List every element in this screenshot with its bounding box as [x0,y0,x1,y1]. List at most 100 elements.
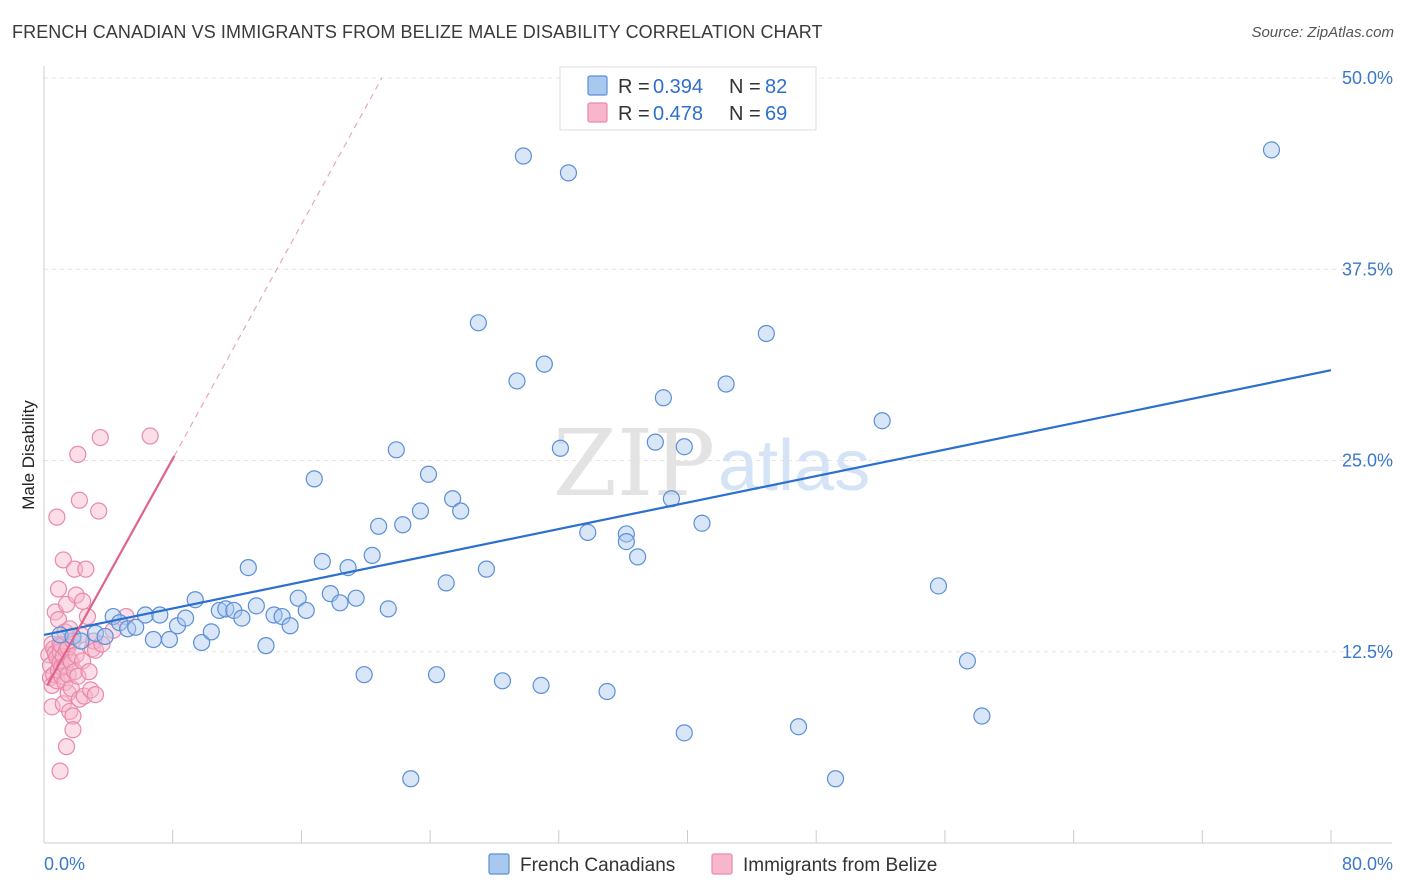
data-point-french-canadians [469,314,487,332]
data-point-french-canadians [973,707,991,725]
data-point-french-canadians [331,594,349,612]
data-point-french-canadians [387,441,405,459]
data-point-french-canadians [289,589,307,607]
data-point-french-canadians [929,577,948,595]
trendline-belize-extension [173,77,383,457]
watermark: ZIP atlas [553,410,870,517]
data-point-belize [90,502,108,520]
data-point-belize [91,428,109,447]
data-point-french-canadians [305,470,323,488]
bottom-legend: French Canadians Immigrants from Belize [488,853,937,876]
x-tick-labels: 0.0% 80.0% [44,854,1393,874]
legend-n-value: 69 [765,103,787,125]
data-point-french-canadians [757,324,775,343]
data-point-french-canadians [127,618,145,636]
data-point-french-canadians [355,666,373,684]
y-axis-label: Male Disability [19,400,38,510]
data-point-french-canadians [297,601,315,620]
data-point-belize [64,707,82,725]
data-point-belize [86,685,105,704]
data-point-french-canadians [193,633,211,652]
legend-r-value: 0.394 [653,76,703,98]
legend-swatch-blue [587,75,608,96]
legend-n-value: 82 [765,76,787,98]
data-point-french-canadians [675,438,693,456]
y-tick-label: 37.5% [1342,259,1393,279]
legend-n-label: N = [729,76,761,98]
chart-title: FRENCH CANADIAN VS IMMIGRANTS FROM BELIZ… [12,22,823,42]
data-point-french-canadians [551,439,570,457]
bottom-legend-swatch-blue [488,853,510,875]
data-point-french-canadians [394,516,412,534]
data-point-french-canadians [514,147,533,165]
legend-r-value: 0.478 [653,103,703,125]
data-point-french-canadians [717,375,735,393]
legend: R = 0.394 N = 82 R = 0.478 N = 69 [559,66,817,131]
trendline-belize [46,455,176,686]
data-point-french-canadians [210,601,228,620]
watermark-zip: ZIP [553,410,715,517]
data-point-belize [141,427,159,445]
trendlines [43,77,1332,686]
data-point-french-canadians [313,552,331,571]
data-point-french-canadians [444,490,462,508]
data-point-french-canadians [347,589,365,607]
data-point-french-canadians [535,355,553,373]
data-point-french-canadians [693,514,711,532]
data-point-belize [57,738,76,756]
legend-n-label: N = [729,103,761,125]
y-tick-label: 25.0% [1342,451,1393,471]
data-point-french-canadians [629,548,647,566]
data-point-french-canadians [239,558,257,577]
data-point-french-canadians [559,164,578,182]
bottom-legend-label-belize: Immigrants from Belize [743,855,937,876]
data-point-belize [70,491,88,509]
data-point-belize [80,663,98,681]
data-point-belize [54,551,72,569]
data-point-french-canadians [532,676,550,695]
data-point-french-canadians [411,502,430,520]
bottom-legend-label-french-canadians: French Canadians [520,855,675,876]
data-point-french-canadians [1262,141,1281,159]
data-point-french-canadians [452,502,470,520]
data-point-french-canadians [789,718,808,736]
data-point-french-canadians [96,627,114,646]
data-point-belize [49,580,68,598]
chart-source: Source: ZipAtlas.com [1251,24,1394,41]
data-point-belize [51,762,69,780]
data-point-french-canadians [419,465,438,483]
watermark-atlas: atlas [718,426,870,506]
data-point-french-canadians [617,532,635,551]
series-belize-points [40,427,159,780]
legend-r-label: R = [618,76,650,98]
data-point-belize [43,698,61,716]
data-point-french-canadians [826,770,845,788]
data-point-french-canadians [654,389,672,407]
legend-swatch-pink [587,102,608,123]
data-point-french-canadians [202,623,220,641]
data-point-french-canadians [370,517,388,535]
data-point-belize [70,690,88,708]
data-point-french-canadians [257,637,275,655]
bottom-legend-swatch-pink [711,853,733,875]
data-point-french-canadians [579,523,597,542]
data-point-belize [69,667,87,685]
data-point-belize [74,592,92,610]
data-point-belize [82,681,100,699]
data-point-french-canadians [233,609,251,627]
data-point-belize [77,560,95,578]
data-point-french-canadians [427,666,446,684]
data-point-french-canadians [402,770,420,788]
data-point-belize [64,721,82,739]
axes [43,66,1392,844]
data-point-french-canadians [646,433,664,451]
trendline-french-canadians [43,369,1332,636]
data-point-french-canadians [176,609,195,627]
data-point-french-canadians [363,546,381,564]
data-point-french-canadians [160,630,179,649]
y-tick-label: 12.5% [1342,642,1393,662]
x-tick-label-max: 80.0% [1342,854,1393,874]
data-point-french-canadians [873,412,891,430]
data-point-french-canadians [281,617,299,635]
